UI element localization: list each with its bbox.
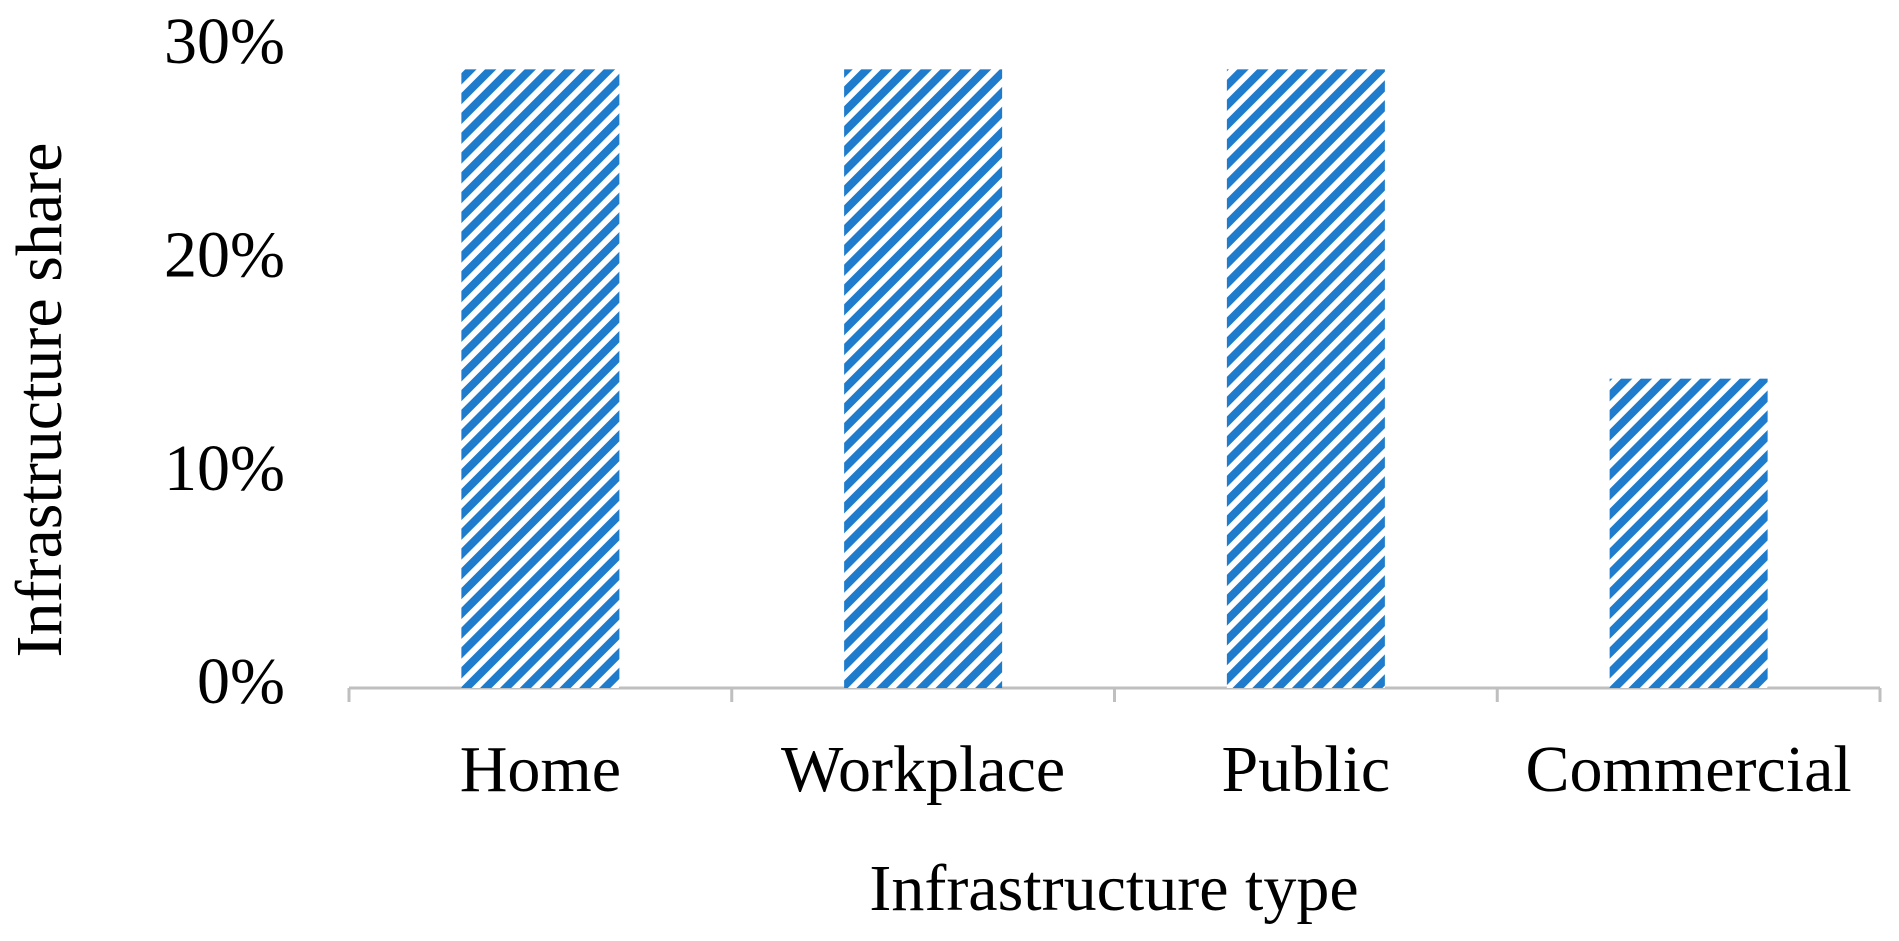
y-tick-label: 20%	[164, 218, 285, 291]
bar	[1226, 69, 1385, 689]
x-tick-label: Home	[460, 733, 621, 806]
x-tick-label: Public	[1222, 733, 1391, 806]
bar	[461, 69, 620, 689]
x-tick-label: Workplace	[781, 733, 1065, 806]
x-axis-label: Infrastructure type	[869, 852, 1358, 925]
bar	[844, 69, 1003, 689]
y-tick-label: 10%	[164, 432, 285, 505]
x-tick-label: Commercial	[1526, 733, 1852, 806]
bar	[1609, 378, 1768, 688]
y-axis-label: Infrastructure share	[3, 143, 76, 658]
y-tick-label: 30%	[164, 5, 285, 78]
y-tick-label: 0%	[197, 645, 285, 718]
